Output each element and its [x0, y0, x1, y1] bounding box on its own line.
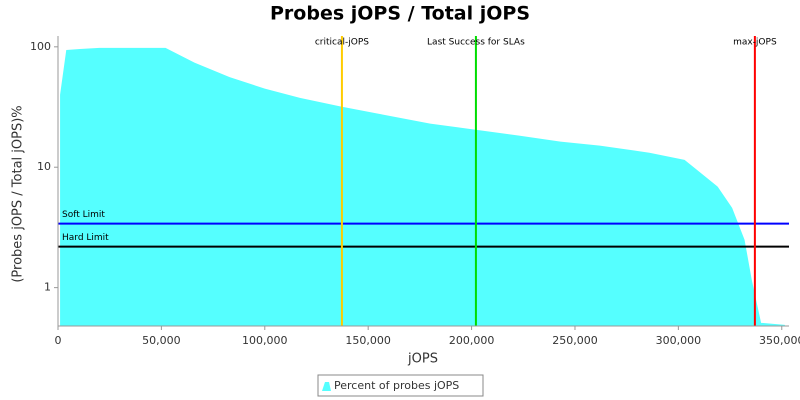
- x-tick-label: 100,000: [242, 334, 288, 347]
- threshold-label: Hard Limit: [62, 233, 109, 243]
- x-tick-label: 50,000: [142, 334, 181, 347]
- marker-label: critical-jOPS: [315, 38, 369, 48]
- area: [60, 47, 785, 326]
- y-tick-label: 1: [44, 281, 51, 294]
- x-tick-label: 300,000: [656, 334, 702, 347]
- legend-box: [317, 374, 484, 397]
- x-tick-label: 150,000: [345, 334, 391, 347]
- threshold-label: Soft Limit: [62, 210, 105, 220]
- legend-swatch: [322, 382, 331, 391]
- y-tick-label: 10: [37, 160, 51, 173]
- y-axis-label: (Probes jOPS / Total jOPS)%: [11, 105, 26, 282]
- x-tick-label: 350,000: [759, 334, 800, 347]
- x-tick-label: 250,000: [552, 334, 598, 347]
- marker-label: max-jOPS: [733, 38, 777, 48]
- y-tick-label: 100: [30, 40, 51, 53]
- x-tick-label: 0: [55, 334, 62, 347]
- x-tick-label: 200,000: [449, 334, 495, 347]
- marker-label: Last Success for SLAs: [427, 38, 525, 48]
- chart-title: Probes jOPS / Total jOPS: [270, 3, 530, 25]
- legend-label: Percent of probes jOPS: [334, 379, 459, 392]
- x-axis-label: jOPS: [407, 352, 438, 367]
